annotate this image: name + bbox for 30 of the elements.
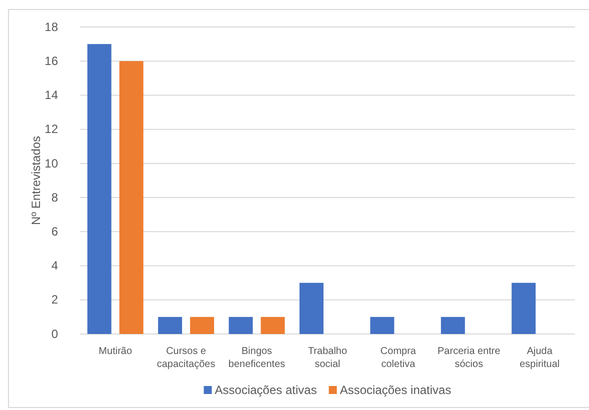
bar	[440, 316, 465, 334]
x-tick-label: Compra coletiva	[380, 346, 416, 370]
y-tick-label: 8	[51, 190, 58, 204]
y-tick-label: 12	[44, 122, 58, 136]
bar	[228, 316, 253, 334]
x-tick-label: Ajuda espiritual	[520, 346, 560, 370]
bar	[260, 316, 285, 334]
bar	[300, 282, 324, 334]
bar	[158, 316, 182, 334]
y-tick-label: 10	[44, 156, 58, 170]
y-tick-label: 4	[51, 258, 58, 273]
x-tick-label: Trabalho social	[308, 346, 348, 370]
bar	[119, 61, 144, 334]
bar	[87, 44, 112, 334]
bar	[190, 316, 214, 334]
bar	[512, 282, 536, 334]
y-axis-title: Nº Entrevistados	[29, 136, 43, 226]
bar	[370, 316, 394, 334]
y-tick-label: 0	[51, 326, 58, 341]
x-tick-label: Mutirão	[98, 346, 132, 357]
x-tick-label: Parceria entre sócios	[438, 346, 501, 370]
y-tick-label: 6	[51, 224, 58, 239]
y-tick-label: 18	[44, 20, 58, 34]
x-tick-label: Cursos e capacitações	[156, 346, 216, 370]
y-tick-label: 16	[44, 54, 58, 68]
y-tick-label: 2	[51, 292, 58, 307]
legend-label: Associações ativas	[214, 383, 317, 397]
x-tick-label: Bingos beneficentes	[228, 346, 286, 370]
legend-label: Associações inativas	[340, 383, 452, 397]
y-tick-label: 14	[44, 88, 58, 102]
